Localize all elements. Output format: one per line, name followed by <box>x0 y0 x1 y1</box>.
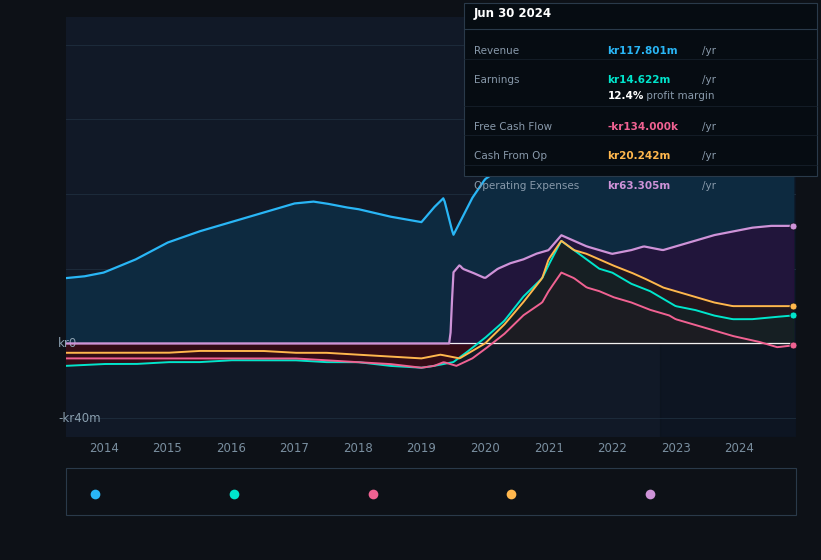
Text: /yr: /yr <box>702 180 716 190</box>
Text: /yr: /yr <box>702 46 716 56</box>
Text: Operating Expenses: Operating Expenses <box>474 180 579 190</box>
Text: profit margin: profit margin <box>643 91 714 101</box>
Text: kr117.801m: kr117.801m <box>608 46 678 56</box>
Text: Earnings: Earnings <box>252 488 300 498</box>
Text: Revenue: Revenue <box>113 488 162 498</box>
Text: Revenue: Revenue <box>474 46 519 56</box>
Text: -kr134.000k: -kr134.000k <box>608 122 678 132</box>
Text: kr14.622m: kr14.622m <box>608 76 671 85</box>
Text: Earnings: Earnings <box>474 76 519 85</box>
Bar <box>660 17 796 437</box>
Text: /yr: /yr <box>702 122 716 132</box>
Text: Cash From Op: Cash From Op <box>530 488 608 498</box>
Text: Free Cash Flow: Free Cash Flow <box>391 488 475 498</box>
Text: Jun 30 2024: Jun 30 2024 <box>474 7 552 20</box>
Text: 12.4%: 12.4% <box>608 91 644 101</box>
Text: kr63.305m: kr63.305m <box>608 180 671 190</box>
Text: /yr: /yr <box>702 76 716 85</box>
Text: -kr40m: -kr40m <box>58 412 101 424</box>
FancyBboxPatch shape <box>66 468 796 515</box>
Text: Free Cash Flow: Free Cash Flow <box>474 122 552 132</box>
Text: /yr: /yr <box>702 151 716 161</box>
Text: Operating Expenses: Operating Expenses <box>668 488 781 498</box>
Text: kr20.242m: kr20.242m <box>608 151 671 161</box>
Text: Cash From Op: Cash From Op <box>474 151 547 161</box>
Text: kr0: kr0 <box>58 337 78 350</box>
